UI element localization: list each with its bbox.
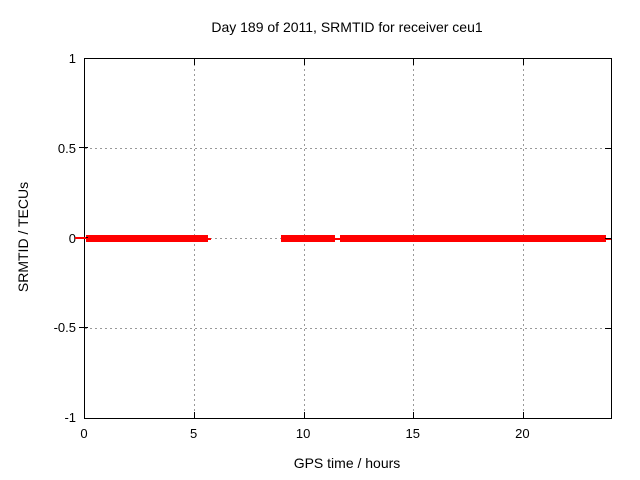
- y-tick-right: [605, 238, 611, 239]
- x-tick-top: [194, 59, 196, 65]
- y-gridline: [85, 148, 611, 150]
- x-tick-label: 5: [189, 426, 198, 441]
- x-tick-top: [303, 59, 305, 65]
- x-tick-label: 0: [80, 426, 88, 441]
- data-segment-thin: [334, 237, 340, 240]
- x-tick-bottom: [522, 412, 524, 418]
- zero-tick-red: [75, 236, 86, 239]
- x-tick-top: [413, 59, 415, 65]
- y-axis-label: SRMTID / TECUs: [15, 181, 31, 293]
- x-tick-top: [522, 59, 524, 65]
- tick-layer: [85, 59, 611, 418]
- data-segment: [86, 235, 208, 242]
- x-tick-bottom: [303, 412, 305, 418]
- y-tick-label: -1: [64, 410, 76, 425]
- x-axis-label: GPS time / hours: [293, 455, 401, 471]
- x-tick-bottom: [413, 412, 415, 418]
- y-tick-label: 1: [68, 51, 76, 66]
- y-tick-label: -0.5: [53, 320, 76, 336]
- data-segment: [339, 235, 606, 242]
- plot-area: [84, 58, 612, 419]
- y-tick-left: [79, 147, 88, 149]
- y-tick-left: [79, 326, 88, 328]
- x-tick-label: 15: [405, 426, 420, 441]
- x-tick-label: 20: [515, 426, 530, 441]
- x-tick-label: 10: [295, 426, 311, 441]
- y-tick-label: 0.5: [57, 140, 76, 156]
- y-tick-right: [605, 148, 611, 150]
- x-tick-bottom: [194, 412, 196, 418]
- y-tick-label: 0: [68, 230, 76, 246]
- chart-title: Day 189 of 2011, SRMTID for receiver ceu…: [211, 19, 483, 35]
- y-tick-right: [605, 327, 611, 329]
- y-gridline: [85, 327, 611, 329]
- data-segment: [281, 235, 335, 242]
- data-segment-thin: [207, 237, 211, 240]
